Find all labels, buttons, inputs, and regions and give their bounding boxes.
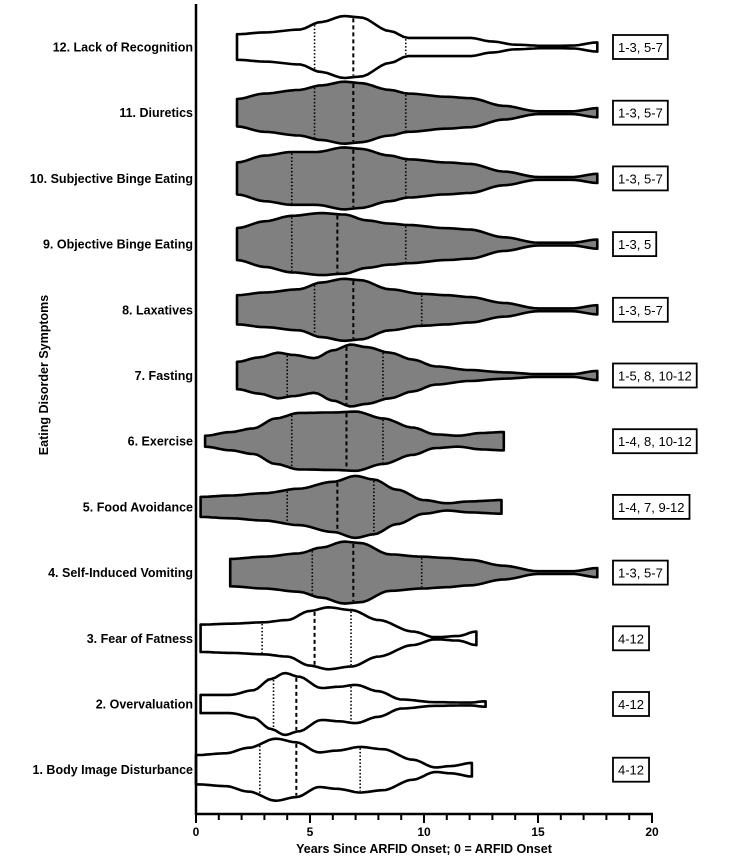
significance-text: 1-5, 8, 10-12 bbox=[618, 369, 692, 384]
significance-box: 1-4, 7, 9-12 bbox=[612, 493, 691, 520]
x-axis-title: Years Since ARFID Onset; 0 = ARFID Onset bbox=[296, 842, 553, 856]
x-tick-label: 15 bbox=[531, 825, 545, 839]
violin-7 bbox=[235, 343, 599, 408]
significance-box: 1-3, 5-7 bbox=[612, 99, 669, 126]
violin-8 bbox=[235, 277, 599, 343]
significance-box-border bbox=[612, 165, 669, 192]
violin-9 bbox=[235, 211, 599, 277]
violin-body bbox=[235, 277, 599, 343]
violin-1 bbox=[194, 737, 474, 802]
violin-4 bbox=[228, 540, 599, 605]
x-axis-ticks: 0 5 10 15 20 bbox=[193, 814, 659, 839]
violin-body bbox=[235, 14, 599, 80]
x-tick-label: 5 bbox=[307, 825, 314, 839]
significance-box-border bbox=[612, 756, 650, 783]
violin-body bbox=[199, 671, 487, 737]
violin-body bbox=[199, 606, 478, 671]
x-tick-label: 10 bbox=[417, 825, 431, 839]
significance-box: 1-3, 5-7 bbox=[612, 296, 669, 323]
significance-box: 4-12 bbox=[612, 691, 650, 717]
significance-text: 1-3, 5-7 bbox=[618, 106, 663, 121]
significance-box-border bbox=[612, 362, 698, 389]
violin-12 bbox=[235, 14, 599, 80]
significance-box: 1-3, 5-7 bbox=[612, 165, 669, 192]
category-label: 1. Body Image Disturbance bbox=[33, 763, 194, 777]
category-label: 2. Overvaluation bbox=[96, 698, 193, 712]
significance-text: 1-3, 5-7 bbox=[618, 40, 663, 55]
significance-text: 1-3, 5 bbox=[618, 237, 651, 252]
significance-box-border bbox=[612, 99, 669, 126]
significance-box: 1-3, 5 bbox=[612, 231, 658, 258]
violin-body bbox=[235, 80, 599, 145]
violin-body bbox=[194, 737, 474, 802]
significance-box-border bbox=[612, 296, 669, 323]
violin-3 bbox=[199, 606, 478, 671]
violin-5 bbox=[199, 474, 503, 540]
category-label: 9. Objective Binge Eating bbox=[43, 238, 193, 252]
violin-11 bbox=[235, 80, 599, 145]
category-label: 6. Exercise bbox=[128, 435, 193, 449]
x-tick-label: 20 bbox=[645, 825, 659, 839]
category-labels: 12. Lack of Recognition 11. Diuretics 10. … bbox=[30, 41, 193, 778]
category-label: 7. Fasting bbox=[135, 369, 193, 383]
significance-text: 1-4, 7, 9-12 bbox=[618, 500, 685, 515]
significance-box: 1-5, 8, 10-12 bbox=[612, 362, 698, 389]
violin-10 bbox=[235, 146, 599, 211]
significance-text: 1-4, 8, 10-12 bbox=[618, 434, 692, 449]
significance-text: 1-3, 5-7 bbox=[618, 303, 663, 318]
significance-box: 1-3, 5-7 bbox=[612, 34, 669, 60]
violin-body bbox=[235, 146, 599, 211]
violin-body bbox=[228, 540, 599, 605]
category-label: 5. Food Avoidance bbox=[83, 500, 193, 514]
significance-text: 1-3, 5-7 bbox=[618, 566, 663, 581]
category-label: 3. Fear of Fatness bbox=[87, 632, 193, 646]
significance-box: 4-12 bbox=[612, 625, 650, 652]
significance-box-border bbox=[612, 231, 658, 258]
y-axis-title: Eating Disorder Symptoms bbox=[37, 295, 51, 455]
violin-body bbox=[199, 474, 503, 540]
significance-box: 4-12 bbox=[612, 756, 650, 783]
category-label: 11. Diuretics bbox=[119, 106, 193, 120]
significance-box-border bbox=[612, 34, 669, 60]
significance-box: 1-4, 8, 10-12 bbox=[612, 428, 698, 455]
significance-box-border bbox=[612, 428, 698, 455]
violin-6 bbox=[203, 410, 506, 473]
category-label: 12. Lack of Recognition bbox=[53, 41, 193, 55]
significance-box-border bbox=[612, 625, 650, 652]
significance-box: 1-3, 5-7 bbox=[612, 559, 669, 586]
annotation-boxes: 1-3, 5-7 1-3, 5-7 1-3, 5-7 1-3, 5 1-3, 5-7 1-… bbox=[612, 34, 698, 783]
significance-text: 4-12 bbox=[618, 697, 644, 712]
violins-layer bbox=[194, 14, 599, 802]
significance-text: 4-12 bbox=[618, 763, 644, 778]
category-label: 4. Self-Induced Vomiting bbox=[48, 566, 193, 580]
category-label: 8. Laxatives bbox=[122, 303, 193, 317]
violin-body bbox=[235, 343, 599, 408]
violin-2 bbox=[199, 671, 487, 737]
violin-body bbox=[235, 211, 599, 277]
category-label: 10. Subjective Binge Eating bbox=[30, 172, 193, 186]
violin-body bbox=[203, 410, 506, 473]
x-tick-label: 0 bbox=[193, 825, 200, 839]
significance-box-border bbox=[612, 493, 691, 520]
significance-text: 4-12 bbox=[618, 631, 644, 646]
significance-box-border bbox=[612, 691, 650, 717]
significance-box-border bbox=[612, 559, 669, 586]
significance-text: 1-3, 5-7 bbox=[618, 171, 663, 186]
